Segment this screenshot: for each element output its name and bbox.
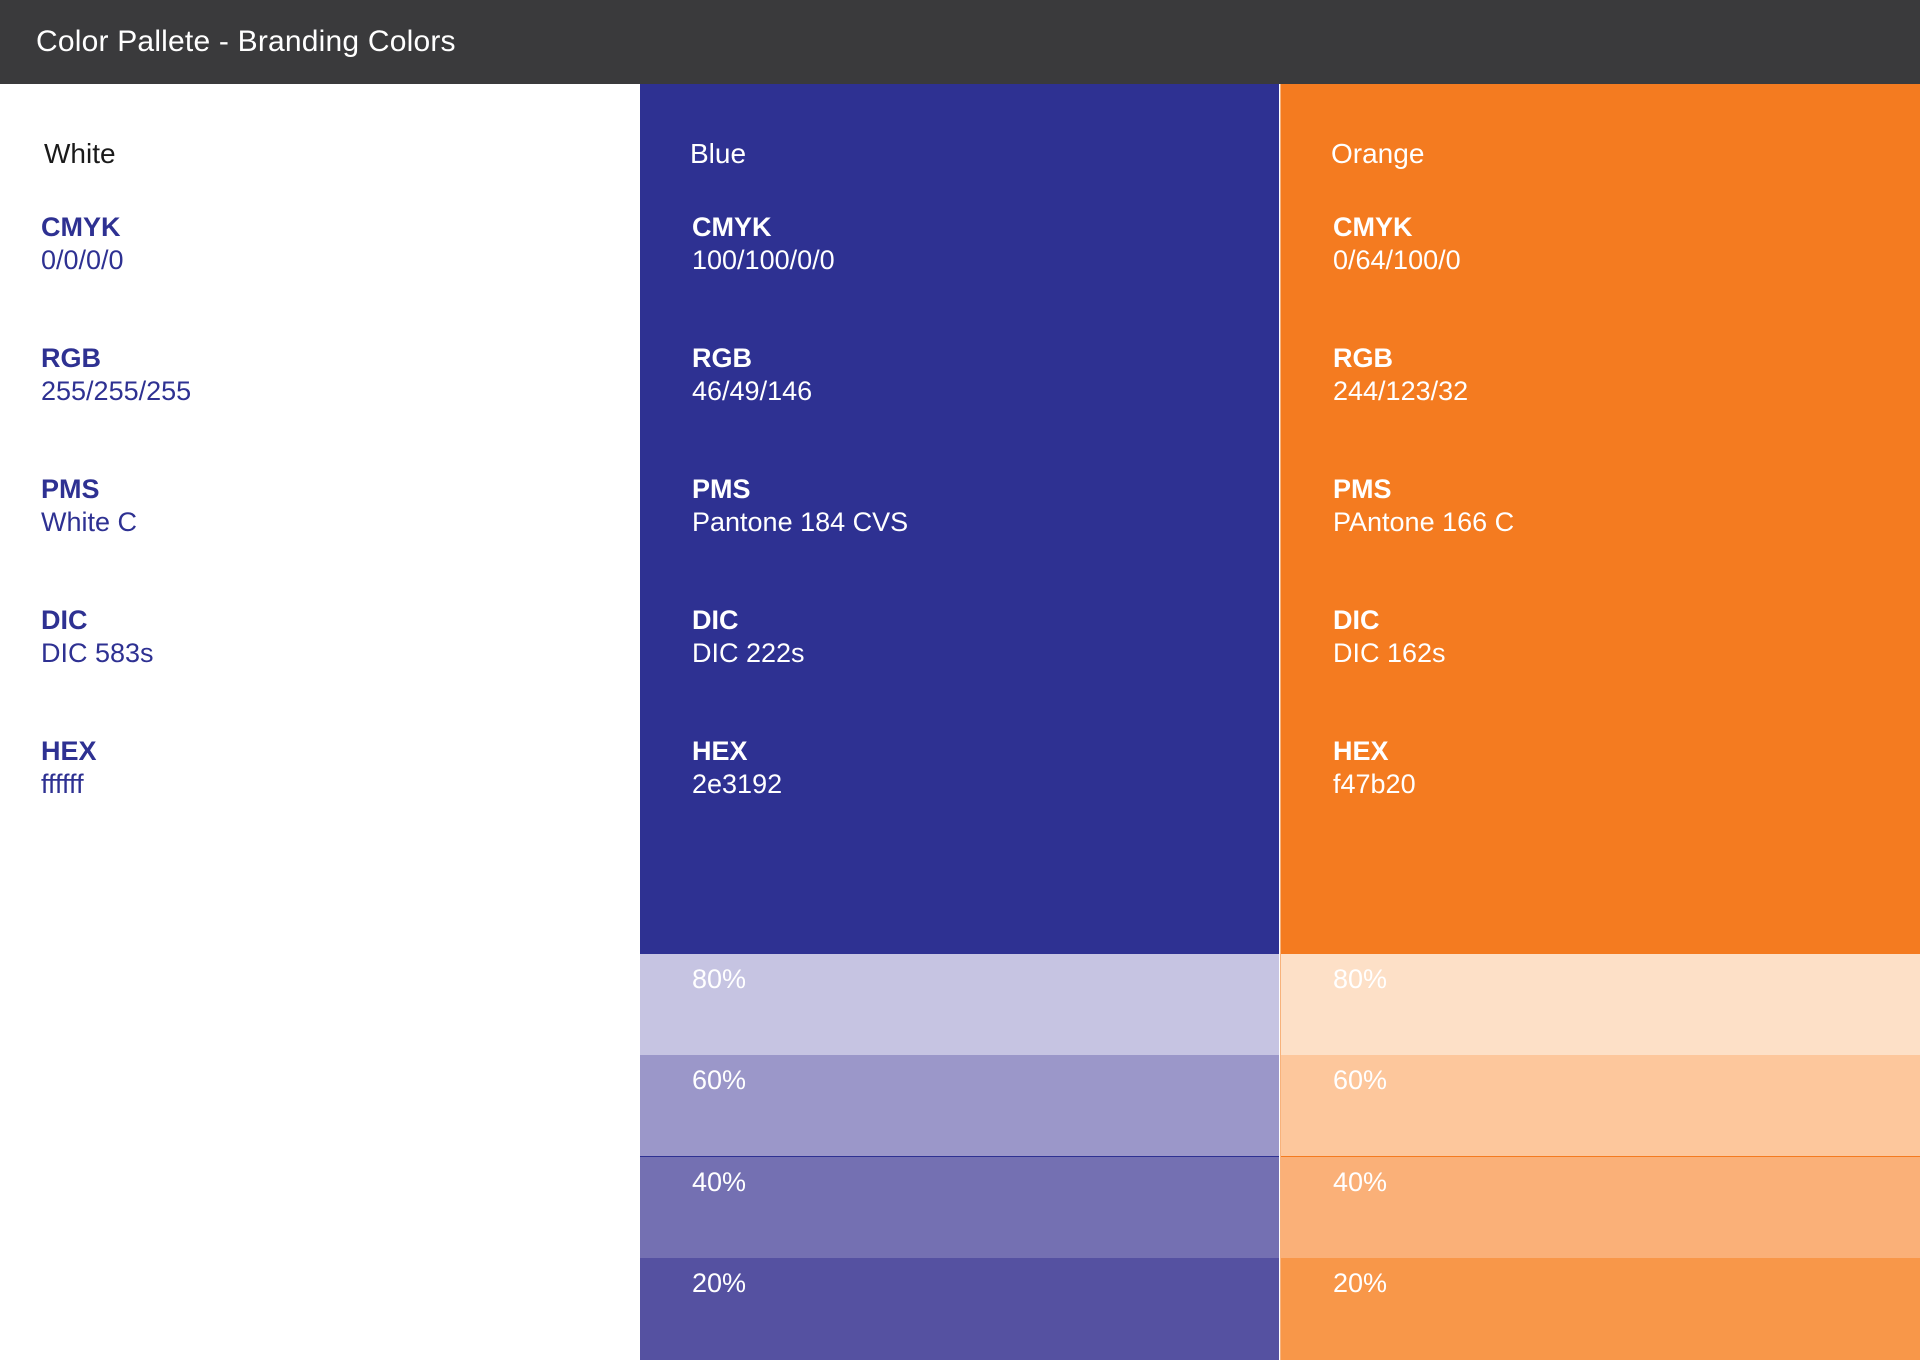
spec-cmyk: CMYK 100/100/0/0 [692,211,835,277]
spec-value: 0/0/0/0 [41,245,124,275]
tint-swatch-60: 60% [1281,1055,1920,1156]
tint-label: 80% [692,964,747,994]
spec-label: DIC [692,605,739,635]
spec-value: ffffff [41,769,84,799]
spec-value: DIC 222s [692,638,805,668]
spec-label: PMS [1333,474,1392,504]
tint-swatch-60: 60% [640,1055,1279,1156]
spec-dic: DIC DIC 583s [41,604,154,670]
spec-pms: PMS PAntone 166 C [1333,473,1514,539]
spec-label: HEX [1333,736,1389,766]
tint-swatch-80: 80% [640,954,1279,1055]
spec-value: 255/255/255 [41,376,192,406]
swatch-white: White CMYK 0/0/0/0 RGB 255/255/255 PMS W… [0,84,640,1360]
tint-label: 40% [692,1167,747,1197]
page-header: Color Pallete - Branding Colors [0,0,1920,84]
spec-label: RGB [692,343,752,373]
spec-hex: HEX 2e3192 [692,735,782,801]
spec-value: 46/49/146 [692,376,813,406]
tint-label: 40% [1333,1167,1388,1197]
spec-value: f47b20 [1333,769,1416,799]
tint-swatch-40: 40% [1281,1157,1920,1258]
spec-value: 2e3192 [692,769,783,799]
spec-pms: PMS White C [41,473,137,539]
spec-label: RGB [41,343,101,373]
tint-swatch-20: 20% [640,1258,1279,1360]
spec-cmyk: CMYK 0/64/100/0 [1333,211,1461,277]
swatch-name: Orange [1331,138,1425,169]
tint-swatch-20: 20% [1281,1258,1920,1360]
spec-value: Pantone 184 CVS [692,507,909,537]
page-title: Color Pallete - Branding Colors [36,25,456,58]
tint-swatch-40: 40% [640,1157,1279,1258]
spec-dic: DIC DIC 222s [692,604,805,670]
spec-value: 100/100/0/0 [692,245,835,275]
spec-rgb: RGB 46/49/146 [692,342,812,408]
spec-rgb: RGB 255/255/255 [41,342,191,408]
color-palette: White CMYK 0/0/0/0 RGB 255/255/255 PMS W… [0,84,1920,1360]
tint-swatch-80: 80% [1281,954,1920,1055]
spec-rgb: RGB 244/123/32 [1333,342,1468,408]
spec-label: DIC [1333,605,1380,635]
spec-hex: HEX f47b20 [1333,735,1416,801]
spec-label: CMYK [1333,212,1413,242]
spec-label: PMS [41,474,100,504]
tint-label: 80% [1333,964,1388,994]
spec-value: PAntone 166 C [1333,507,1515,537]
spec-label: PMS [692,474,751,504]
tint-label: 20% [692,1268,747,1298]
spec-label: DIC [41,605,88,635]
tint-label: 60% [692,1065,747,1095]
spec-value: 0/64/100/0 [1333,245,1461,275]
spec-cmyk: CMYK 0/0/0/0 [41,211,124,277]
tint-label: 20% [1333,1268,1388,1298]
swatch-blue: Blue CMYK 100/100/0/0 RGB 46/49/146 PMS … [640,84,1279,1360]
swatch-name: White [44,138,116,169]
spec-label: CMYK [41,212,121,242]
swatch-name: Blue [690,138,747,169]
spec-value: White C [41,507,138,537]
spec-value: 244/123/32 [1333,376,1469,406]
spec-label: HEX [692,736,748,766]
swatch-orange: Orange CMYK 0/64/100/0 RGB 244/123/32 PM… [1280,84,1920,1360]
spec-value: DIC 583s [41,638,154,668]
spec-dic: DIC DIC 162s [1333,604,1446,670]
spec-pms: PMS Pantone 184 CVS [692,473,908,539]
spec-hex: HEX ffffff [41,735,97,801]
spec-value: DIC 162s [1333,638,1446,668]
spec-label: CMYK [692,212,772,242]
spec-label: RGB [1333,343,1393,373]
tint-label: 60% [1333,1065,1388,1095]
spec-label: HEX [41,736,97,766]
